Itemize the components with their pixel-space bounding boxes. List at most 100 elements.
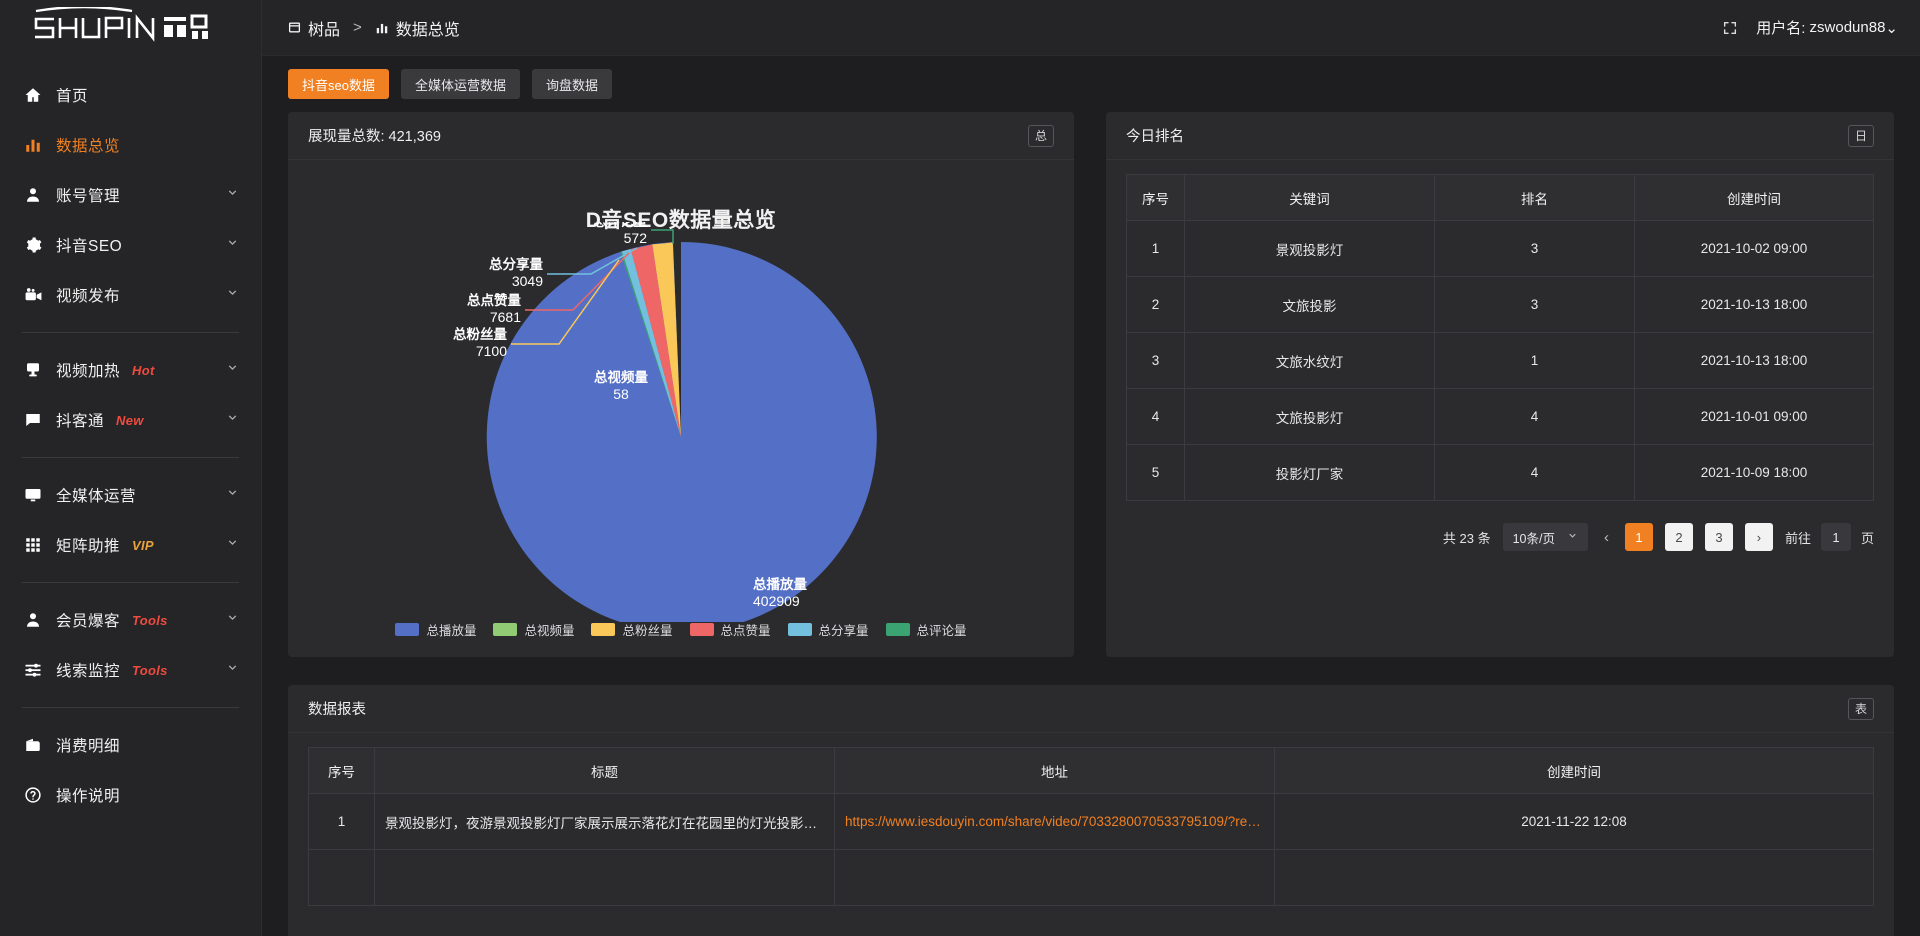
- chevron-down-icon: [226, 186, 239, 204]
- cell-index: 2: [1126, 276, 1185, 333]
- pie-label-fans-value: 7100: [476, 343, 507, 359]
- sidebar: 首页 数据总览 账号管理: [0, 0, 262, 936]
- table-row[interactable]: [308, 849, 1874, 906]
- pie-label-likes-value: 7681: [490, 309, 521, 325]
- cell-title: 景观投影灯，夜游景观投影灯厂家展示展示落花灯在花园里的灯光投影应用效果 #: [374, 793, 835, 850]
- sidebar-item-video-boost[interactable]: 视频加热 Hot: [0, 345, 261, 395]
- pie-slice-shares[interactable]: [621, 249, 681, 437]
- legend-item-fans[interactable]: 总粉丝量: [591, 620, 673, 639]
- col-rank: 排名: [1434, 174, 1635, 221]
- content-area: 展现量总数: 421,369 总 D音SEO数据量总览: [262, 112, 1920, 936]
- brand-logo[interactable]: [0, 0, 261, 56]
- sidebar-item-label: 线索监控: [56, 663, 121, 680]
- sidebar-item-matrix-boost[interactable]: 矩阵助推 VIP: [0, 520, 261, 570]
- sidebar-item-instructions[interactable]: 操作说明: [0, 770, 261, 820]
- page-size-select[interactable]: 10条/页: [1502, 523, 1588, 551]
- legend-item-shares[interactable]: 总分享量: [787, 620, 869, 639]
- report-card-title: 数据报表: [308, 702, 366, 718]
- topbar: 树品 > 数据总览 用户名: zswodun88 ⌄: [262, 0, 1920, 56]
- table-header-row: 序号 关键词 排名 创建时间: [1126, 174, 1874, 221]
- cell-created: 2021-11-22 12:08: [1274, 793, 1874, 850]
- rank-corner-tag[interactable]: 日: [1847, 124, 1874, 147]
- pie-slice-plays[interactable]: [486, 241, 877, 622]
- sidebar-item-omnimedia[interactable]: 全媒体运营: [0, 470, 261, 520]
- sidebar-item-label: 抖音SEO: [56, 238, 123, 255]
- breadcrumb-current-label: 数据总览: [395, 21, 460, 39]
- shupin-logo-icon: [34, 7, 208, 42]
- pie-slice-likes[interactable]: [630, 244, 681, 437]
- cell-rank: 3: [1434, 220, 1635, 277]
- cell-title: [374, 849, 835, 906]
- breadcrumb-root[interactable]: 树品: [288, 16, 340, 40]
- sidebar-item-data-overview[interactable]: 数据总览: [0, 120, 261, 170]
- chevron-down-icon: [226, 361, 239, 379]
- grid-icon: [22, 534, 44, 556]
- fullscreen-icon[interactable]: [1722, 20, 1738, 36]
- sidebar-divider: [22, 457, 239, 458]
- video-link[interactable]: https://www.iesdouyin.com/share/video/70…: [845, 814, 1274, 829]
- table-row[interactable]: 3 文旅水纹灯 1 2021-10-13 18:00: [1126, 332, 1874, 389]
- tab-douyin-seo[interactable]: 抖音seo数据: [288, 69, 389, 99]
- table-row[interactable]: 4 文旅投影灯 4 2021-10-01 09:00: [1126, 388, 1874, 445]
- pagination-total: 共 23 条: [1442, 530, 1491, 546]
- sidebar-item-member-boost[interactable]: 会员爆客 Tools: [0, 595, 261, 645]
- pie-slice-fans[interactable]: [652, 242, 681, 437]
- sidebar-item-lead-monitor[interactable]: 线索监控 Tools: [0, 645, 261, 695]
- chevron-down-icon: [1567, 530, 1578, 544]
- tab-inquiry-data[interactable]: 询盘数据: [531, 69, 612, 99]
- pie-label-videos-value: 58: [613, 386, 629, 402]
- rocket-icon: [22, 359, 44, 381]
- pie-label-plays-value: 402909: [753, 593, 800, 609]
- sidebar-item-label: 数据总览: [56, 138, 121, 155]
- sidebar-item-account-management[interactable]: 账号管理: [0, 170, 261, 220]
- sidebar-item-douketong[interactable]: 抖客通 New: [0, 395, 261, 445]
- sidebar-item-label: 矩阵助推: [56, 538, 121, 555]
- user-menu[interactable]: 用户名: zswodun88 ⌄: [1756, 17, 1898, 38]
- table-row[interactable]: 2 文旅投影 3 2021-10-13 18:00: [1126, 276, 1874, 333]
- legend-item-comments[interactable]: 总评论量: [885, 620, 967, 639]
- sidebar-badge-vip: VIP: [132, 537, 154, 553]
- table-row[interactable]: 1 景观投影灯，夜游景观投影灯厂家展示展示落花灯在花园里的灯光投影应用效果 # …: [308, 793, 1874, 850]
- sidebar-item-consumption-detail[interactable]: 消费明细: [0, 720, 261, 770]
- pagination-next[interactable]: ›: [1744, 523, 1773, 551]
- tab-omnimedia-operations[interactable]: 全媒体运营数据: [400, 69, 520, 99]
- chart-corner-tag[interactable]: 总: [1027, 124, 1054, 147]
- pie-slice-comments[interactable]: [620, 251, 681, 437]
- breadcrumb-current: 数据总览: [375, 16, 460, 40]
- bar-chart-icon: [22, 134, 44, 156]
- pagination-goto-input[interactable]: [1820, 523, 1851, 551]
- report-corner-tag[interactable]: 表: [1847, 697, 1874, 720]
- cell-keyword: 文旅水纹灯: [1184, 332, 1435, 389]
- pagination-page-3[interactable]: 3: [1704, 523, 1733, 551]
- pie-slice-videos[interactable]: [672, 242, 681, 437]
- cell-keyword: 文旅投影灯: [1184, 388, 1435, 445]
- pagination-page-2[interactable]: 2: [1664, 523, 1693, 551]
- legend-item-likes[interactable]: 总点赞量: [689, 620, 771, 639]
- pagination-page-1[interactable]: 1: [1624, 523, 1653, 551]
- pagination-prev[interactable]: ‹: [1603, 528, 1609, 546]
- legend-item-plays[interactable]: 总播放量: [395, 620, 476, 639]
- chart-card-header: 展现量总数: 421,369 总: [288, 112, 1074, 160]
- pie-label-likes-name: 总点赞量: [467, 292, 521, 308]
- chevron-down-icon: [226, 286, 239, 304]
- sidebar-item-label: 账号管理: [56, 188, 121, 205]
- cell-created: 2021-10-09 18:00: [1634, 444, 1874, 501]
- chart-legend: 总播放量 总视频量 总粉丝量: [288, 620, 1074, 639]
- pie-label-fans-name: 总粉丝量: [453, 326, 507, 342]
- table-row[interactable]: 1 景观投影灯 3 2021-10-02 09:00: [1126, 220, 1874, 277]
- legend-item-videos[interactable]: 总视频量: [493, 620, 574, 639]
- sidebar-divider: [22, 332, 239, 333]
- sidebar-item-home[interactable]: 首页: [0, 70, 261, 120]
- window-icon: [288, 21, 301, 34]
- cell-rank: 4: [1434, 444, 1635, 501]
- sidebar-item-video-publish[interactable]: 视频发布: [0, 270, 261, 320]
- legend-swatch: [591, 623, 616, 636]
- sidebar-item-douyin-seo[interactable]: 抖音SEO: [0, 220, 261, 270]
- sidebar-item-label: 会员爆客: [56, 613, 121, 630]
- leader-line-fans: [511, 259, 620, 345]
- sidebar-item-label: 操作说明: [56, 788, 121, 805]
- user-prefix: 用户名:: [1756, 20, 1806, 37]
- top-row: 展现量总数: 421,369 总 D音SEO数据量总览: [288, 112, 1894, 657]
- pie-label-comments-value: 572: [624, 230, 648, 246]
- table-row[interactable]: 5 投影灯厂家 4 2021-10-09 18:00: [1126, 444, 1874, 501]
